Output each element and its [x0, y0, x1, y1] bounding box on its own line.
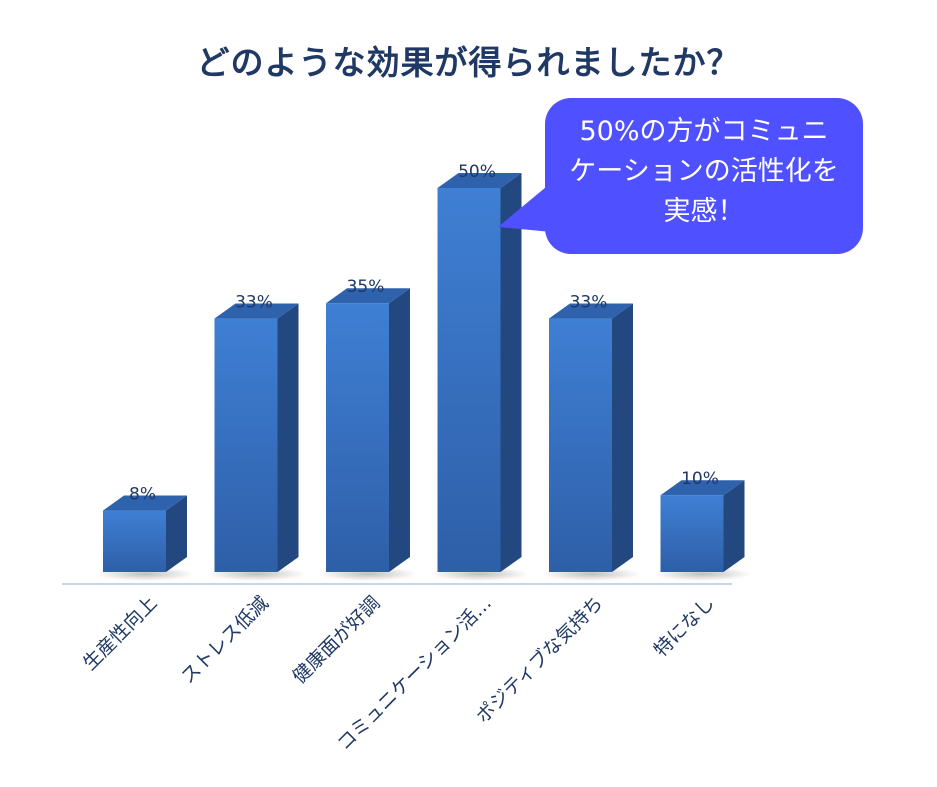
- callout-box: 50%の方がコミュニケーションの活性化を実感！: [545, 98, 863, 254]
- bar-5: [541, 303, 641, 581]
- bar-front: [326, 303, 389, 572]
- data-label: 8%: [129, 485, 156, 505]
- bar-side: [723, 480, 745, 572]
- bar-front: [103, 510, 166, 572]
- bar-front: [549, 318, 612, 572]
- data-label: 33%: [570, 293, 608, 313]
- bar-top: [326, 288, 410, 304]
- bar-top: [214, 303, 299, 319]
- bar-3: [318, 288, 418, 581]
- bar-1: [95, 495, 195, 581]
- bar-6: [653, 480, 752, 581]
- bar-front: [214, 318, 278, 572]
- bar-side: [389, 288, 410, 572]
- bar-top: [660, 480, 745, 496]
- bar-side: [612, 303, 633, 572]
- bar-4: [430, 173, 529, 581]
- bar-top: [549, 303, 633, 319]
- data-label: 33%: [235, 293, 273, 313]
- data-label: 10%: [681, 469, 719, 489]
- data-label: 35%: [347, 277, 385, 297]
- bar-side: [277, 303, 299, 572]
- bar-top: [103, 495, 187, 511]
- bar-front: [437, 188, 501, 572]
- bar-front: [660, 495, 724, 572]
- bar-top: [437, 173, 522, 188]
- bar-side: [500, 173, 522, 572]
- bar-2: [207, 303, 306, 581]
- data-label: 50%: [458, 162, 496, 182]
- chart-title: どのような効果が得られましたか？: [196, 43, 741, 82]
- bar-side: [166, 495, 187, 572]
